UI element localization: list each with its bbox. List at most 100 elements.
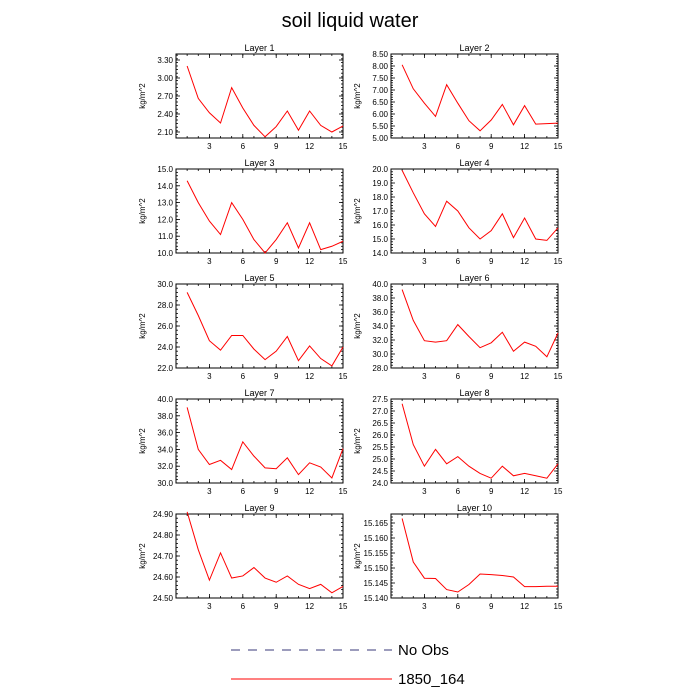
figure-title: soil liquid water — [282, 10, 419, 32]
x-tick-label: 15 — [554, 602, 563, 611]
x-tick-label: 12 — [520, 602, 529, 611]
x-tick-label: 15 — [339, 372, 348, 381]
y-axis-label: kg/m^2 — [138, 83, 147, 109]
x-tick-label: 15 — [554, 142, 563, 151]
x-tick-label: 12 — [305, 487, 314, 496]
y-tick-label: 22.0 — [157, 364, 173, 373]
x-tick-label: 12 — [520, 142, 529, 151]
panel-layer-6: Layer 6 3 6 9 12 15 28.0 30.0 32.0 34.0 36.0 38.0 40… — [353, 273, 563, 381]
y-axis-label: kg/m^2 — [353, 83, 362, 109]
y-tick-label: 8.00 — [372, 62, 388, 71]
y-tick-label: 15.165 — [364, 519, 389, 528]
y-axis-label: kg/m^2 — [138, 428, 147, 454]
x-tick-label: 6 — [456, 602, 461, 611]
y-tick-label: 15.0 — [372, 235, 388, 244]
legend-label-1: No Obs — [398, 642, 449, 659]
y-tick-label: 5.50 — [372, 122, 388, 131]
x-tick-label: 6 — [456, 257, 461, 266]
x-tick-label: 9 — [489, 142, 494, 151]
x-tick-label: 6 — [241, 487, 246, 496]
y-tick-label: 24.90 — [153, 510, 174, 519]
y-tick-label: 32.0 — [372, 336, 388, 345]
y-tick-label: 3.30 — [157, 56, 173, 65]
x-tick-label: 3 — [207, 602, 212, 611]
y-tick-label: 30.0 — [372, 350, 388, 359]
y-tick-label: 3.00 — [157, 74, 173, 83]
panel-title: Layer 9 — [244, 503, 274, 513]
y-tick-label: 15.0 — [157, 165, 173, 174]
y-tick-label: 15.155 — [364, 549, 389, 558]
panel-layer-3: Layer 3 3 6 9 12 15 10.0 11.0 12.0 13.0 14.0 15.0 kg… — [138, 158, 348, 266]
y-tick-label: 15.140 — [364, 594, 389, 603]
y-tick-label: 5.00 — [372, 134, 388, 143]
panel-layer-1: Layer 1 3 6 9 12 15 2.10 2.40 2.70 3.00 3.30 kg/m^2 — [138, 43, 348, 151]
x-tick-label: 6 — [241, 142, 246, 151]
x-tick-label: 3 — [207, 372, 212, 381]
plot-frame — [175, 398, 344, 484]
x-tick-label: 6 — [456, 142, 461, 151]
y-axis-label: kg/m^2 — [138, 313, 147, 339]
x-tick-label: 15 — [554, 372, 563, 381]
x-tick-label: 3 — [422, 372, 427, 381]
x-tick-label: 6 — [241, 257, 246, 266]
y-tick-label: 24.0 — [372, 479, 388, 488]
panel-title: Layer 6 — [459, 273, 489, 283]
x-tick-label: 3 — [422, 142, 427, 151]
x-tick-label: 12 — [520, 257, 529, 266]
plot-frame — [175, 53, 344, 139]
y-tick-label: 13.0 — [157, 199, 173, 208]
y-tick-label: 7.50 — [372, 74, 388, 83]
x-tick-label: 9 — [489, 257, 494, 266]
x-tick-label: 6 — [241, 372, 246, 381]
y-axis-label: kg/m^2 — [138, 198, 147, 224]
x-tick-label: 15 — [339, 257, 348, 266]
panel-title: Layer 3 — [244, 158, 274, 168]
y-tick-label: 28.0 — [372, 364, 388, 373]
y-tick-label: 8.50 — [372, 50, 388, 59]
x-tick-label: 15 — [339, 487, 348, 496]
y-axis-label: kg/m^2 — [353, 198, 362, 224]
y-tick-label: 30.0 — [157, 479, 173, 488]
series-line-1850_164 — [186, 511, 344, 594]
x-tick-label: 3 — [207, 487, 212, 496]
y-tick-label: 19.0 — [372, 179, 388, 188]
x-tick-label: 6 — [456, 372, 461, 381]
x-tick-label: 9 — [489, 487, 494, 496]
y-tick-label: 17.0 — [372, 207, 388, 216]
series-line-1850_164 — [401, 170, 559, 241]
x-tick-label: 3 — [422, 257, 427, 266]
y-tick-label: 15.145 — [364, 579, 389, 588]
y-tick-label: 11.0 — [158, 232, 174, 241]
y-tick-label: 28.0 — [157, 301, 173, 310]
panel-layer-9: Layer 9 3 6 9 12 15 24.50 24.60 24.70 24.80 24.90 k… — [138, 503, 348, 611]
panel-layer-10: Layer 10 3 6 9 12 15 15.140 15.145 15.150 15.155 1… — [353, 503, 563, 611]
panel-title: Layer 7 — [244, 388, 274, 398]
y-tick-label: 7.00 — [372, 86, 388, 95]
y-tick-label: 24.5 — [372, 467, 388, 476]
x-tick-label: 15 — [554, 257, 563, 266]
y-tick-label: 6.50 — [372, 98, 388, 107]
y-tick-label: 30.0 — [157, 280, 173, 289]
x-tick-label: 3 — [207, 257, 212, 266]
y-tick-label: 6.00 — [372, 110, 388, 119]
y-tick-label: 27.0 — [372, 407, 388, 416]
series-line-1850_164 — [186, 180, 344, 254]
y-tick-label: 14.0 — [157, 182, 173, 191]
x-tick-label: 12 — [305, 257, 314, 266]
x-tick-label: 12 — [305, 372, 314, 381]
plot-frame — [175, 168, 344, 254]
x-tick-label: 15 — [339, 142, 348, 151]
y-axis-label: kg/m^2 — [353, 428, 362, 454]
y-tick-label: 26.5 — [372, 419, 388, 428]
x-tick-label: 3 — [422, 487, 427, 496]
y-tick-label: 2.70 — [157, 92, 173, 101]
panel-title: Layer 8 — [459, 388, 489, 398]
y-tick-label: 38.0 — [157, 412, 173, 421]
y-tick-label: 40.0 — [157, 395, 173, 404]
series-line-1850_164 — [401, 64, 559, 132]
y-tick-label: 16.0 — [372, 221, 388, 230]
y-tick-label: 15.150 — [364, 564, 389, 573]
series-line-1850_164 — [186, 65, 344, 138]
y-tick-label: 24.50 — [153, 594, 174, 603]
